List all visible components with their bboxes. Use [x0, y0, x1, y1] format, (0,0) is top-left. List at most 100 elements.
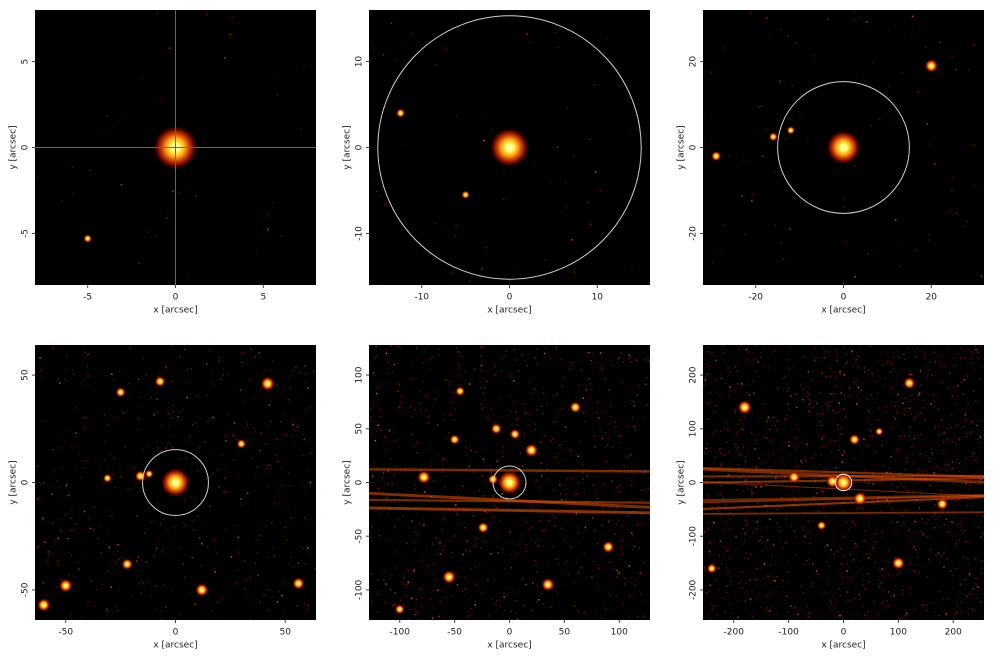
noise — [965, 419, 967, 421]
noise — [772, 487, 774, 490]
noise — [596, 542, 599, 545]
noise — [750, 553, 753, 555]
noise — [561, 440, 563, 443]
x-axis-label: x [arcsec] — [487, 306, 531, 316]
noise — [235, 582, 238, 584]
noise — [376, 579, 379, 581]
noise — [776, 508, 779, 510]
noise — [190, 496, 193, 498]
noise — [960, 613, 962, 616]
noise — [483, 139, 485, 142]
noise — [635, 497, 638, 499]
noise — [940, 555, 943, 558]
noise — [378, 514, 381, 516]
noise — [865, 402, 868, 404]
noise — [707, 374, 709, 377]
noise — [485, 511, 488, 514]
noise — [68, 494, 70, 496]
noise — [589, 397, 592, 400]
noise — [393, 603, 395, 606]
x-axis-label: x [arcsec] — [821, 641, 865, 651]
noise — [85, 460, 88, 462]
noise — [283, 414, 285, 417]
noise — [851, 521, 854, 524]
noise — [962, 558, 965, 560]
noise — [735, 536, 737, 538]
noise — [144, 583, 146, 585]
noise — [592, 372, 595, 374]
noise — [276, 601, 279, 603]
noise — [92, 506, 95, 509]
noise — [856, 73, 858, 75]
noise — [439, 541, 442, 544]
noise — [542, 387, 545, 390]
noise — [377, 487, 380, 490]
noise — [826, 460, 828, 463]
noise — [516, 417, 518, 420]
noise — [754, 448, 756, 450]
noise — [411, 33, 414, 35]
noise — [902, 385, 904, 387]
noise — [602, 236, 604, 238]
noise — [714, 429, 717, 431]
noise — [643, 561, 645, 564]
noise — [222, 374, 224, 376]
noise — [954, 425, 957, 428]
noise — [384, 602, 386, 604]
noise — [915, 548, 918, 550]
noise — [841, 454, 844, 456]
noise — [616, 486, 619, 488]
noise — [929, 361, 931, 364]
noise — [473, 545, 476, 547]
noise — [525, 521, 527, 523]
noise — [412, 33, 414, 35]
noise — [958, 524, 960, 526]
noise — [911, 15, 914, 18]
noise — [886, 471, 888, 474]
noise — [437, 552, 440, 555]
noise — [78, 515, 80, 517]
noise — [951, 441, 954, 443]
noise — [960, 529, 962, 531]
noise — [768, 609, 771, 612]
noise — [513, 493, 516, 495]
noise — [812, 571, 815, 573]
noise — [879, 558, 882, 560]
noise — [573, 605, 576, 607]
noise — [744, 233, 747, 235]
noise — [776, 428, 778, 431]
noise — [961, 225, 964, 227]
noise — [741, 571, 744, 573]
noise — [948, 487, 951, 489]
noise — [403, 43, 405, 46]
noise — [915, 249, 918, 251]
noise — [136, 515, 138, 517]
noise — [630, 479, 633, 481]
noise — [712, 261, 715, 264]
noise — [491, 598, 493, 601]
noise — [298, 371, 301, 374]
noise — [760, 536, 763, 538]
noise — [113, 457, 116, 459]
noise — [525, 583, 527, 586]
noise — [605, 446, 607, 449]
noise — [710, 468, 712, 471]
noise — [911, 454, 914, 456]
noise — [840, 386, 843, 388]
noise — [591, 576, 593, 578]
noise — [374, 356, 376, 359]
noise — [797, 397, 799, 399]
noise — [425, 570, 427, 573]
noise — [918, 468, 921, 470]
noise — [37, 177, 39, 179]
noise — [915, 519, 917, 521]
noise — [741, 490, 744, 492]
noise — [976, 457, 979, 459]
noise — [645, 383, 647, 386]
noise — [288, 563, 291, 565]
noise — [482, 495, 484, 497]
noise — [628, 454, 631, 456]
noise — [439, 545, 442, 547]
noise — [115, 561, 117, 564]
noise — [504, 608, 506, 610]
